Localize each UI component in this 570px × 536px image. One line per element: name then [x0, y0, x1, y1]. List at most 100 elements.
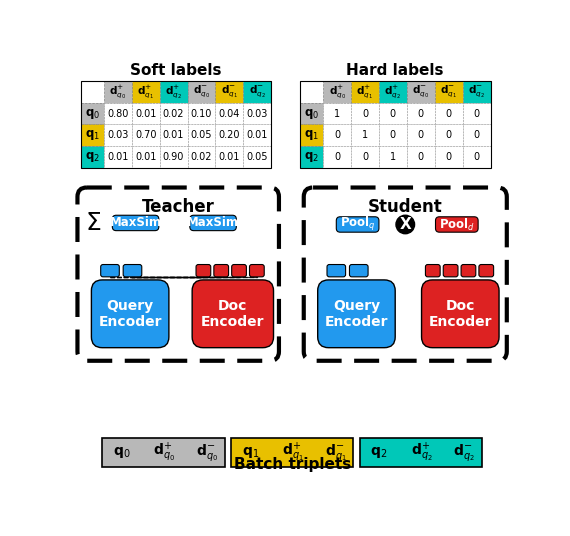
Text: 0: 0	[334, 130, 340, 140]
Text: $\Sigma$: $\Sigma$	[85, 211, 101, 235]
Bar	[215, 124, 243, 146]
Text: $\mathbf{q}_{2}$: $\mathbf{q}_{2}$	[85, 150, 100, 163]
FancyBboxPatch shape	[317, 280, 395, 348]
Bar	[407, 81, 435, 103]
FancyBboxPatch shape	[250, 265, 264, 277]
FancyBboxPatch shape	[214, 265, 229, 277]
Text: 0.02: 0.02	[191, 152, 212, 162]
Text: $\mathbf{q}_{2}$: $\mathbf{q}_{2}$	[370, 445, 388, 460]
Text: $\mathbf{d}^{+}_{q_2}$: $\mathbf{d}^{+}_{q_2}$	[165, 84, 182, 101]
FancyBboxPatch shape	[304, 188, 507, 361]
Bar	[188, 124, 215, 146]
Text: $\mathbf{d}^{+}_{q_2}$: $\mathbf{d}^{+}_{q_2}$	[384, 84, 401, 101]
Text: Teacher: Teacher	[142, 198, 215, 217]
Text: 0: 0	[418, 109, 424, 118]
Text: Doc
Encoder: Doc Encoder	[429, 299, 492, 329]
Bar	[188, 81, 215, 103]
Bar	[300, 81, 323, 103]
Text: 0.90: 0.90	[163, 152, 184, 162]
Bar	[323, 81, 351, 103]
Text: 1: 1	[390, 152, 396, 162]
Bar	[132, 124, 160, 146]
FancyBboxPatch shape	[461, 265, 476, 277]
Text: 1: 1	[334, 109, 340, 118]
Text: $\mathbf{d}^{-}_{q_{1}}$: $\mathbf{d}^{-}_{q_{1}}$	[324, 442, 347, 463]
Text: $\mathbf{d}^{+}_{q_{0}}$: $\mathbf{d}^{+}_{q_{0}}$	[153, 441, 176, 464]
Bar	[160, 124, 188, 146]
Text: $\mathbf{q}_{0}$: $\mathbf{q}_{0}$	[304, 107, 319, 121]
Bar	[351, 103, 379, 124]
Text: $\mathbf{q}_{0}$: $\mathbf{q}_{0}$	[84, 107, 100, 121]
Bar	[160, 81, 188, 103]
Bar	[102, 438, 225, 467]
Bar	[463, 103, 491, 124]
Bar	[160, 103, 188, 124]
FancyBboxPatch shape	[190, 215, 237, 230]
Text: $\mathbf{q}_{0}$: $\mathbf{q}_{0}$	[113, 445, 131, 460]
Text: 0.01: 0.01	[163, 130, 184, 140]
Text: $\mathbf{d}^{-}_{q_0}$: $\mathbf{d}^{-}_{q_0}$	[193, 84, 210, 100]
Text: 0.04: 0.04	[219, 109, 240, 118]
Text: 0.03: 0.03	[247, 109, 268, 118]
Text: 0: 0	[390, 109, 396, 118]
Bar	[435, 81, 463, 103]
Text: 0.01: 0.01	[135, 109, 156, 118]
Text: 0.05: 0.05	[246, 152, 268, 162]
Bar	[231, 438, 353, 467]
Text: 0.80: 0.80	[107, 109, 128, 118]
FancyBboxPatch shape	[336, 217, 379, 232]
Text: Hard labels: Hard labels	[347, 63, 444, 78]
Text: $\mathbf{d}^{-}_{q_2}$: $\mathbf{d}^{-}_{q_2}$	[249, 84, 266, 100]
Bar	[132, 103, 160, 124]
FancyBboxPatch shape	[78, 188, 279, 361]
FancyBboxPatch shape	[196, 265, 211, 277]
FancyBboxPatch shape	[101, 265, 119, 277]
Bar	[435, 146, 463, 167]
Text: Pool$_q$: Pool$_q$	[340, 215, 376, 234]
Text: $\mathbf{d}^{-}_{q_1}$: $\mathbf{d}^{-}_{q_1}$	[440, 84, 457, 100]
Text: 0: 0	[474, 109, 479, 118]
Text: $\mathbf{d}^{+}_{q_0}$: $\mathbf{d}^{+}_{q_0}$	[328, 84, 345, 101]
Text: Batch triplets: Batch triplets	[234, 457, 351, 472]
Text: 0.01: 0.01	[219, 152, 240, 162]
Text: Doc
Encoder: Doc Encoder	[201, 299, 264, 329]
Bar	[360, 438, 482, 467]
Bar	[435, 124, 463, 146]
Bar	[407, 146, 435, 167]
Text: 0: 0	[362, 109, 368, 118]
FancyBboxPatch shape	[435, 217, 478, 232]
Bar	[80, 146, 104, 167]
Text: MaxSim: MaxSim	[109, 217, 161, 229]
Bar	[379, 103, 407, 124]
Text: Student: Student	[368, 198, 443, 217]
Bar	[407, 103, 435, 124]
FancyBboxPatch shape	[479, 265, 494, 277]
Text: 0: 0	[362, 152, 368, 162]
Text: X: X	[400, 217, 411, 232]
Text: 0: 0	[446, 130, 452, 140]
Bar	[215, 146, 243, 167]
Text: 0: 0	[418, 130, 424, 140]
FancyBboxPatch shape	[422, 280, 499, 348]
Bar	[80, 124, 104, 146]
Bar	[463, 81, 491, 103]
FancyBboxPatch shape	[231, 265, 246, 277]
FancyBboxPatch shape	[192, 280, 274, 348]
Text: 1: 1	[362, 130, 368, 140]
Text: 0.01: 0.01	[135, 152, 156, 162]
Bar	[243, 124, 271, 146]
Bar	[463, 124, 491, 146]
Text: Pool$_d$: Pool$_d$	[439, 217, 475, 233]
Text: 0: 0	[446, 152, 452, 162]
Bar	[80, 81, 104, 103]
Bar	[104, 146, 132, 167]
Bar	[379, 124, 407, 146]
Bar	[132, 146, 160, 167]
Bar	[215, 103, 243, 124]
Text: 0.01: 0.01	[247, 130, 268, 140]
Bar	[379, 81, 407, 103]
Text: 0: 0	[418, 152, 424, 162]
FancyBboxPatch shape	[349, 265, 368, 277]
Bar	[104, 81, 132, 103]
Bar	[188, 146, 215, 167]
